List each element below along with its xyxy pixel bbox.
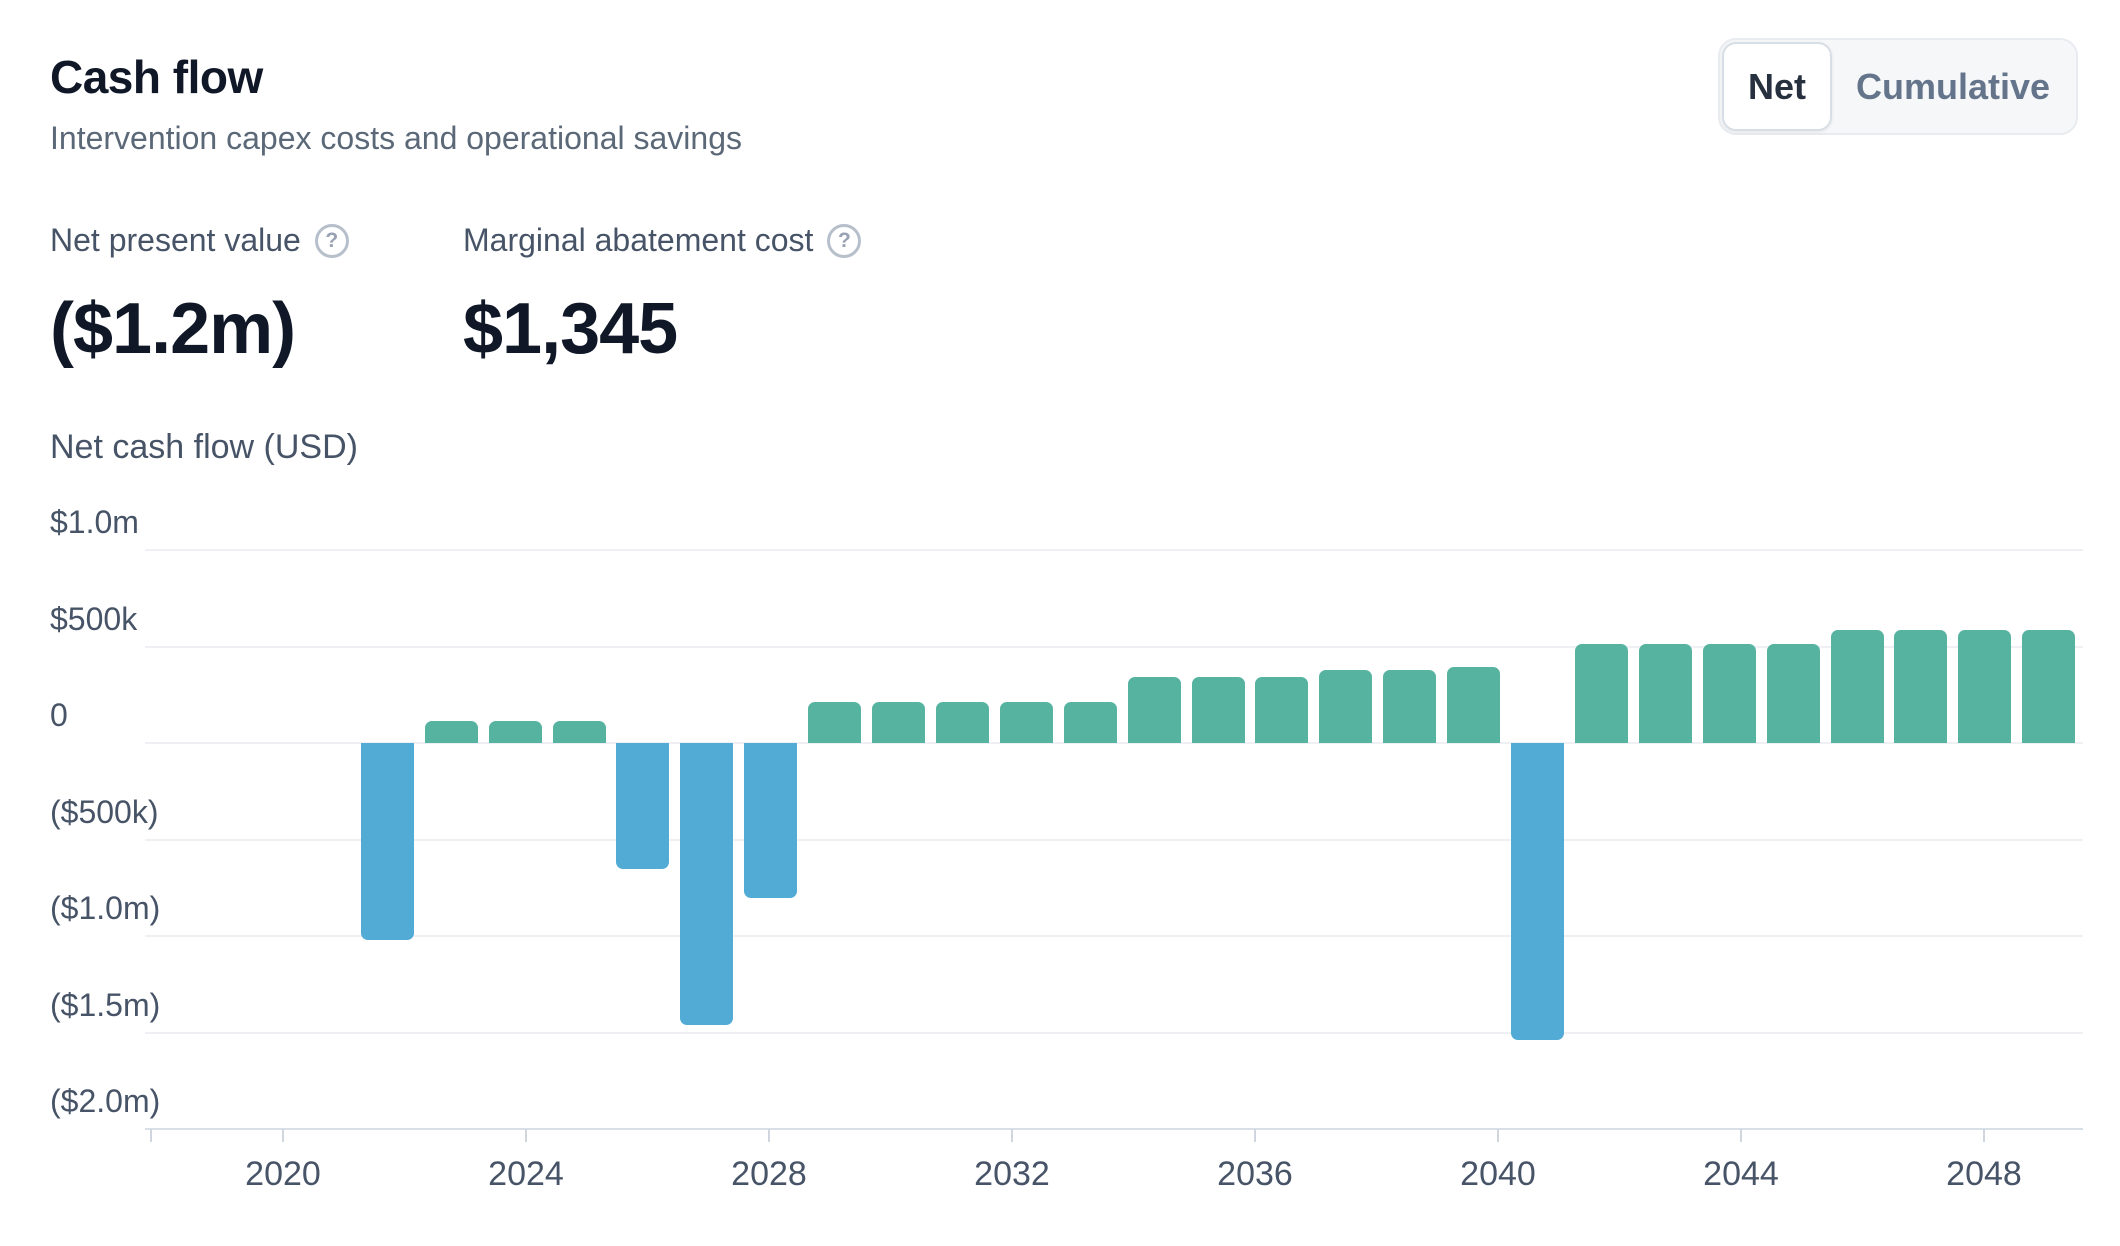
npv-metric-label: Net present value ? xyxy=(50,222,349,259)
x-axis-tick-mark xyxy=(525,1129,527,1142)
x-axis-tick-label: 2044 xyxy=(1703,1155,1779,1193)
bar-2032[interactable] xyxy=(1063,701,1117,743)
x-axis-tick-mark xyxy=(1254,1129,1256,1142)
gridline xyxy=(145,549,2083,551)
bar-2027[interactable] xyxy=(744,743,798,899)
bar-2025[interactable] xyxy=(616,743,670,870)
bar-2030[interactable] xyxy=(935,701,989,743)
y-axis-tick-label: ($1.5m) xyxy=(50,986,161,1023)
npv-metric-value: ($1.2m) xyxy=(50,289,296,369)
gridline xyxy=(145,645,2083,648)
bar-2023[interactable] xyxy=(488,720,542,743)
mac-metric-value: $1,345 xyxy=(463,289,678,369)
x-axis-tick-mark xyxy=(282,1129,284,1142)
npv-label-text: Net present value xyxy=(50,222,301,258)
x-axis-tick-mark xyxy=(1983,1129,1985,1142)
bar-2044[interactable] xyxy=(1830,630,1884,743)
gridline xyxy=(145,1128,2083,1130)
bar-2031[interactable] xyxy=(999,701,1053,743)
x-axis-tick-mark xyxy=(1740,1129,1742,1142)
page-title: Cash flow xyxy=(50,51,263,103)
y-axis-title: Net cash flow (USD) xyxy=(50,428,358,466)
bar-2039[interactable] xyxy=(1511,743,1564,1041)
page-subtitle: Intervention capex costs and operational… xyxy=(50,120,742,156)
x-axis-tick-label: 2040 xyxy=(1460,1155,1536,1193)
toggle-cumulative-button[interactable]: Cumulative xyxy=(1832,42,2074,131)
bar-2042[interactable] xyxy=(1702,643,1756,743)
gridline xyxy=(145,1031,2083,1034)
bar-2024[interactable] xyxy=(552,720,606,743)
x-axis-tick-label: 2032 xyxy=(974,1155,1050,1193)
x-axis-tick-label: 2048 xyxy=(1946,1155,2022,1193)
bar-2028[interactable] xyxy=(808,701,862,743)
x-axis-tick-mark xyxy=(150,1129,152,1142)
bar-2043[interactable] xyxy=(1766,643,1820,743)
x-axis-tick-label: 2020 xyxy=(245,1155,321,1193)
x-axis-tick-label: 2024 xyxy=(488,1155,564,1193)
mac-metric-label: Marginal abatement cost ? xyxy=(463,222,862,259)
y-axis-tick-label: ($2.0m) xyxy=(50,1083,161,1119)
gridline xyxy=(145,742,2083,744)
bar-2034[interactable] xyxy=(1191,677,1245,743)
bar-2045[interactable] xyxy=(1894,630,1948,743)
y-axis-tick-label: ($500k) xyxy=(50,793,159,830)
view-toggle: Net Cumulative xyxy=(1718,38,2078,135)
bar-2036[interactable] xyxy=(1319,669,1373,743)
help-icon[interactable]: ? xyxy=(314,223,349,258)
bar-2041[interactable] xyxy=(1638,643,1692,743)
bar-2037[interactable] xyxy=(1383,669,1437,743)
y-axis-tick-label: 0 xyxy=(50,697,68,733)
x-axis-tick-mark xyxy=(1011,1129,1013,1142)
gridline xyxy=(145,935,2083,937)
bar-2038[interactable] xyxy=(1447,666,1501,743)
toggle-net-button[interactable]: Net xyxy=(1722,42,1832,131)
x-axis-tick-mark xyxy=(768,1129,770,1142)
x-axis-tick-mark xyxy=(1497,1129,1499,1142)
y-axis-tick-label: $1.0m xyxy=(50,504,139,540)
bar-2046[interactable] xyxy=(1958,630,2012,743)
gridline xyxy=(145,838,2083,841)
y-axis-tick-label: $500k xyxy=(50,600,138,637)
bar-2026[interactable] xyxy=(680,743,734,1025)
bar-2033[interactable] xyxy=(1127,677,1181,743)
x-axis-tick-label: 2028 xyxy=(731,1155,807,1193)
mac-label-text: Marginal abatement cost xyxy=(463,222,814,258)
bar-2040[interactable] xyxy=(1574,643,1628,743)
x-axis-tick-label: 2036 xyxy=(1217,1155,1293,1193)
help-icon[interactable]: ? xyxy=(827,223,862,258)
bar-2022[interactable] xyxy=(424,720,478,743)
bar-2021[interactable] xyxy=(360,743,414,940)
bar-2035[interactable] xyxy=(1255,677,1309,743)
bar-2029[interactable] xyxy=(872,701,925,743)
bar-2047[interactable] xyxy=(2022,630,2076,743)
y-axis-tick-label: ($1.0m) xyxy=(50,890,161,926)
